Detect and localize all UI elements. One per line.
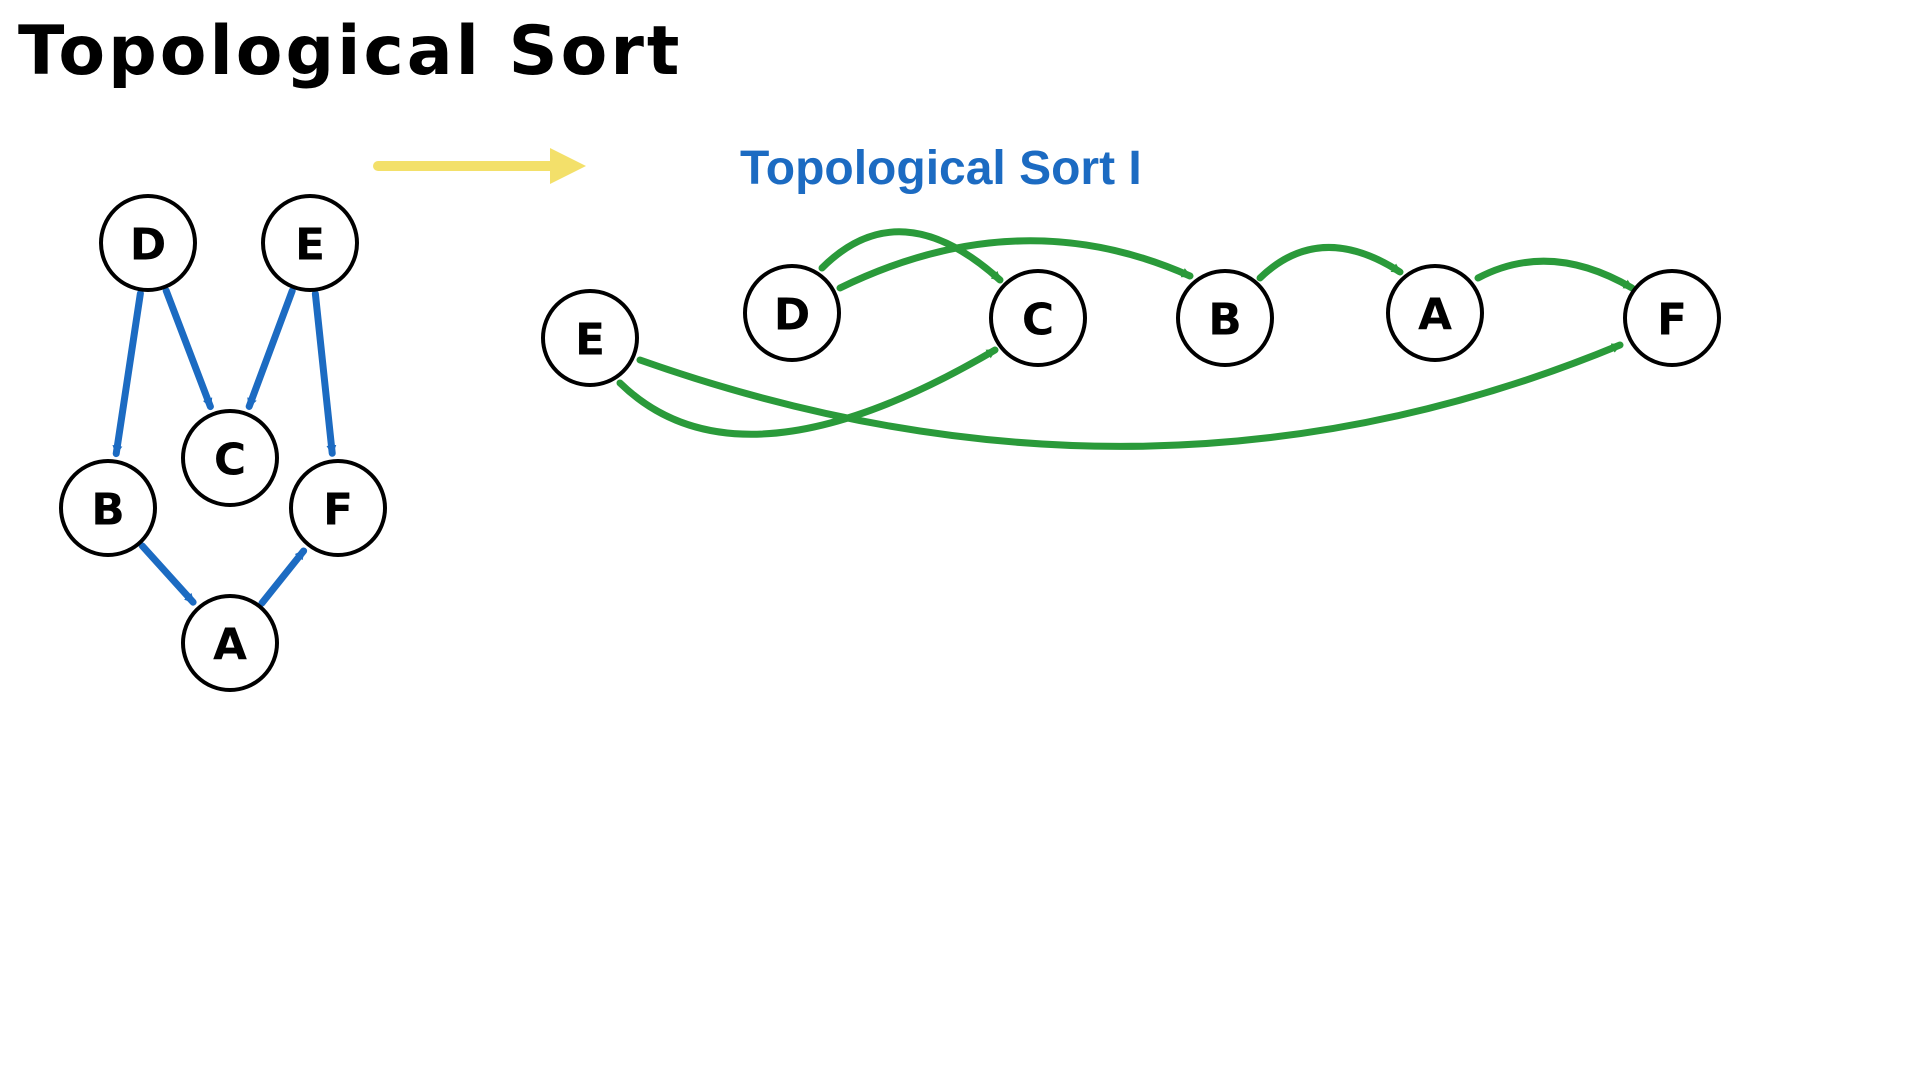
- input-node-label: D: [130, 220, 167, 271]
- sorted-node-a: A: [1386, 264, 1484, 362]
- sorted-edge-d-b: [836, 237, 1194, 292]
- sorted-node-label: E: [575, 315, 605, 366]
- sorted-node-circle: [1623, 269, 1721, 367]
- transform-arrow-head: [550, 148, 586, 184]
- input-node-d: D: [99, 194, 197, 292]
- input-graph-edges: [112, 287, 337, 607]
- sorted-node-circle: [743, 264, 841, 362]
- sorted-order-edges: [616, 228, 1636, 450]
- input-node-circle: [261, 194, 359, 292]
- sorted-node-e: E: [541, 289, 639, 387]
- transform-arrow: [373, 148, 586, 184]
- sorted-node-circle: [989, 269, 1087, 367]
- input-node-circle: [99, 194, 197, 292]
- input-node-f: F: [289, 459, 387, 557]
- input-edge-a-f: [258, 547, 308, 607]
- page-title: Topological Sort: [18, 12, 683, 91]
- sorted-edge-d-c: [818, 228, 1004, 284]
- sorted-node-d: D: [743, 264, 841, 362]
- sorted-node-circle: [541, 289, 639, 387]
- sorted-node-circle: [1176, 269, 1274, 367]
- sorted-node-label: B: [1208, 295, 1242, 346]
- sorted-edge-a-f: [1474, 257, 1636, 292]
- sorted-node-label: C: [1022, 295, 1054, 346]
- sorted-node-f: F: [1623, 269, 1721, 367]
- sorted-node-circle: [1386, 264, 1484, 362]
- input-edge-b-a: [138, 542, 197, 606]
- sorted-edge-b-a: [1256, 243, 1404, 282]
- subtitle-topological-sort-i: Topological Sort I: [740, 142, 1142, 195]
- input-node-label: B: [91, 485, 125, 536]
- input-edge-d-b: [112, 289, 144, 458]
- input-edge-e-c: [245, 287, 296, 410]
- input-node-b: B: [59, 459, 157, 557]
- input-edge-e-f: [311, 290, 337, 457]
- input-node-label: C: [214, 435, 246, 486]
- input-node-label: F: [323, 485, 353, 536]
- input-node-label: E: [295, 220, 325, 271]
- sorted-node-label: F: [1657, 295, 1687, 346]
- input-node-circle: [181, 409, 279, 507]
- sorted-edge-e-c: [616, 346, 999, 438]
- sorted-node-label: A: [1418, 290, 1452, 341]
- input-graph-nodes: D E C B F A: [59, 194, 387, 692]
- input-node-c: C: [181, 409, 279, 507]
- sorted-node-label: D: [774, 290, 811, 341]
- sorted-node-c: C: [989, 269, 1087, 367]
- sorted-edge-e-f: [636, 341, 1624, 450]
- input-edge-d-c: [162, 287, 214, 411]
- input-node-e: E: [261, 194, 359, 292]
- sorted-node-b: B: [1176, 269, 1274, 367]
- input-node-a: A: [181, 594, 279, 692]
- input-node-circle: [289, 459, 387, 557]
- input-node-circle: [59, 459, 157, 557]
- input-node-label: A: [213, 620, 247, 671]
- input-node-circle: [181, 594, 279, 692]
